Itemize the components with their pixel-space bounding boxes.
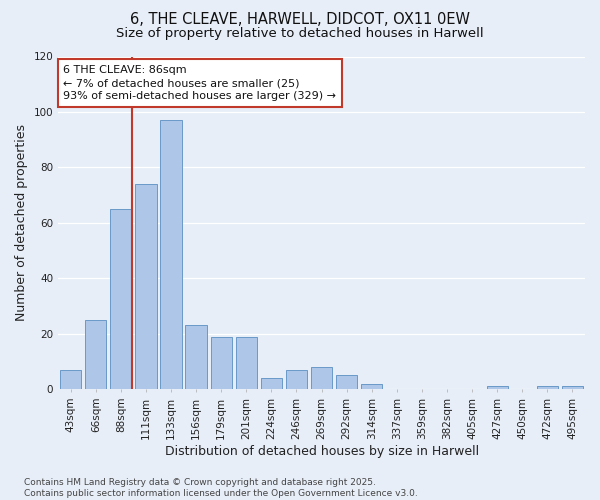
Text: Size of property relative to detached houses in Harwell: Size of property relative to detached ho…	[116, 28, 484, 40]
Bar	[487, 386, 508, 389]
Bar	[85, 320, 106, 389]
Bar	[311, 367, 332, 389]
Text: 6 THE CLEAVE: 86sqm
← 7% of detached houses are smaller (25)
93% of semi-detache: 6 THE CLEAVE: 86sqm ← 7% of detached hou…	[64, 65, 337, 101]
Bar	[136, 184, 157, 389]
Bar	[361, 384, 382, 389]
Bar	[211, 336, 232, 389]
Bar	[110, 209, 131, 389]
Y-axis label: Number of detached properties: Number of detached properties	[15, 124, 28, 322]
Text: 6, THE CLEAVE, HARWELL, DIDCOT, OX11 0EW: 6, THE CLEAVE, HARWELL, DIDCOT, OX11 0EW	[130, 12, 470, 28]
Bar	[336, 376, 358, 389]
Text: Contains HM Land Registry data © Crown copyright and database right 2025.
Contai: Contains HM Land Registry data © Crown c…	[24, 478, 418, 498]
Bar	[185, 326, 207, 389]
Bar	[537, 386, 558, 389]
Bar	[261, 378, 282, 389]
Bar	[160, 120, 182, 389]
X-axis label: Distribution of detached houses by size in Harwell: Distribution of detached houses by size …	[164, 444, 479, 458]
Bar	[562, 386, 583, 389]
Bar	[236, 336, 257, 389]
Bar	[60, 370, 82, 389]
Bar	[286, 370, 307, 389]
